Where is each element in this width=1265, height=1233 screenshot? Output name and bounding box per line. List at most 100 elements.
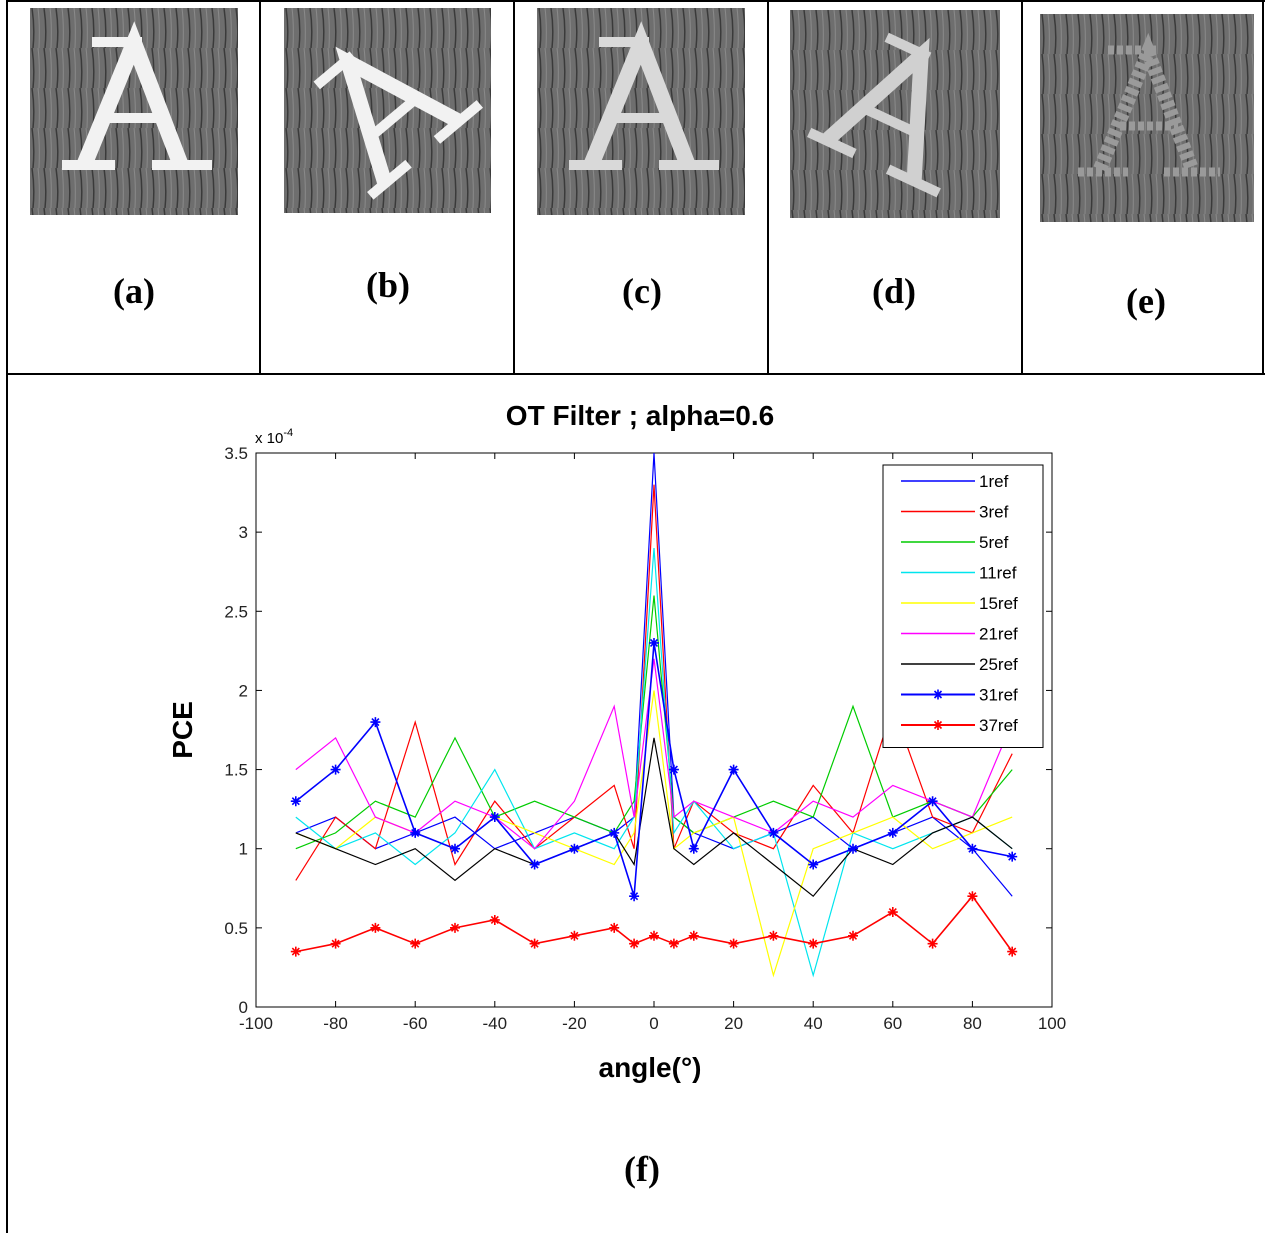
series-line-5ref xyxy=(295,595,1013,850)
data-point-marker xyxy=(330,764,341,775)
data-point-marker xyxy=(489,812,500,823)
data-point-marker xyxy=(410,827,421,838)
texture-image-b xyxy=(284,8,491,213)
chart-title: OT Filter ; alpha=0.6 xyxy=(506,400,774,431)
data-point-marker xyxy=(668,764,679,775)
x-tick-label: -20 xyxy=(562,1014,587,1033)
data-point-marker xyxy=(688,843,699,854)
y-tick-label: 0 xyxy=(239,998,248,1017)
x-tick-label: 0 xyxy=(649,1014,658,1033)
data-point-marker xyxy=(569,930,580,941)
y-tick-label: 2 xyxy=(239,681,248,700)
y-multiplier: x 10-4 xyxy=(255,427,293,447)
data-point-marker xyxy=(688,930,699,941)
y-tick-label: 3.5 xyxy=(224,444,248,463)
panel-a xyxy=(30,8,238,215)
texture-image-e xyxy=(1040,14,1254,222)
data-point-marker xyxy=(728,764,739,775)
legend-label: 37ref xyxy=(979,716,1018,735)
data-point-marker xyxy=(887,827,898,838)
data-point-marker xyxy=(609,922,620,933)
y-tick-label: 2.5 xyxy=(224,602,248,621)
data-point-marker xyxy=(1007,946,1018,957)
data-point-marker xyxy=(808,859,819,870)
y-tick-label: 1 xyxy=(239,840,248,859)
y-tick-label: 0.5 xyxy=(224,919,248,938)
series-line-3ref xyxy=(295,484,1013,881)
data-point-marker xyxy=(529,859,540,870)
letter-a-glyph xyxy=(62,21,212,170)
pce-line-chart: OT Filter ; alpha=0.6 x 10-4 PCE angle(°… xyxy=(167,400,1066,1083)
data-point-marker xyxy=(330,938,341,949)
y-tick-label: 3 xyxy=(239,523,248,542)
data-point-marker xyxy=(450,843,460,854)
data-point-marker xyxy=(569,843,580,854)
border-top xyxy=(6,0,1265,2)
data-point-marker xyxy=(629,938,640,949)
divider-2 xyxy=(513,0,515,375)
legend-label: 25ref xyxy=(979,655,1018,674)
series-line-21ref xyxy=(295,658,1013,850)
data-point-marker xyxy=(450,922,460,933)
legend-label: 11ref xyxy=(979,564,1017,583)
y-tick-label: 1.5 xyxy=(224,761,248,780)
x-tick-label: -40 xyxy=(483,1014,508,1033)
legend-label: 5ref xyxy=(979,533,1009,552)
legend-label: 21ref xyxy=(979,625,1018,644)
caption-e: (e) xyxy=(1126,281,1166,321)
panel-e xyxy=(1040,14,1254,222)
data-point-marker xyxy=(848,930,858,941)
texture-image-d xyxy=(790,10,1000,218)
data-point-marker xyxy=(609,827,620,838)
data-point-marker xyxy=(410,938,421,949)
data-point-marker xyxy=(933,689,943,700)
data-point-marker xyxy=(933,720,943,730)
data-point-marker xyxy=(529,938,540,949)
data-point-marker xyxy=(887,907,898,918)
divider-4 xyxy=(1021,0,1023,375)
panel-d xyxy=(790,10,1000,218)
data-point-marker xyxy=(967,891,978,902)
x-tick-label: 80 xyxy=(963,1014,982,1033)
border-mid xyxy=(6,373,1265,375)
legend-label: 31ref xyxy=(979,686,1018,705)
caption-c: (c) xyxy=(622,271,662,311)
x-tick-label: 20 xyxy=(724,1014,743,1033)
data-point-marker xyxy=(1007,851,1018,862)
x-tick-label: -60 xyxy=(403,1014,428,1033)
data-point-marker xyxy=(649,930,659,941)
data-point-marker xyxy=(489,914,500,925)
x-tick-label: -80 xyxy=(323,1014,348,1033)
data-point-marker xyxy=(649,637,659,648)
series-line-25ref xyxy=(295,737,1013,898)
data-point-marker xyxy=(808,938,819,949)
caption-a: (a) xyxy=(113,271,155,311)
data-point-marker xyxy=(927,796,938,807)
caption-b: (b) xyxy=(366,265,410,305)
data-point-marker xyxy=(370,717,381,728)
panel-b xyxy=(284,8,491,213)
data-point-marker xyxy=(967,843,978,854)
texture-image-a xyxy=(30,8,238,215)
caption-d: (d) xyxy=(872,271,916,311)
panel-c xyxy=(537,8,745,215)
divider-3 xyxy=(767,0,769,375)
legend-label: 1ref xyxy=(979,472,1009,491)
border-left xyxy=(6,0,8,1233)
x-tick-label: 60 xyxy=(883,1014,902,1033)
x-tick-label: 40 xyxy=(804,1014,823,1033)
x-tick-label: 100 xyxy=(1038,1014,1066,1033)
data-point-marker xyxy=(290,946,301,957)
border-right-top xyxy=(1262,0,1264,375)
y-axis-label: PCE xyxy=(167,701,198,759)
data-point-marker xyxy=(370,922,381,933)
legend-label: 3ref xyxy=(979,503,1009,522)
x-tick-label: -100 xyxy=(239,1014,273,1033)
data-point-marker xyxy=(768,827,779,838)
data-point-marker xyxy=(668,938,679,949)
series-line-11ref xyxy=(295,547,1013,978)
legend-label: 15ref xyxy=(979,594,1018,613)
data-point-marker xyxy=(629,891,640,902)
data-point-marker xyxy=(848,843,858,854)
